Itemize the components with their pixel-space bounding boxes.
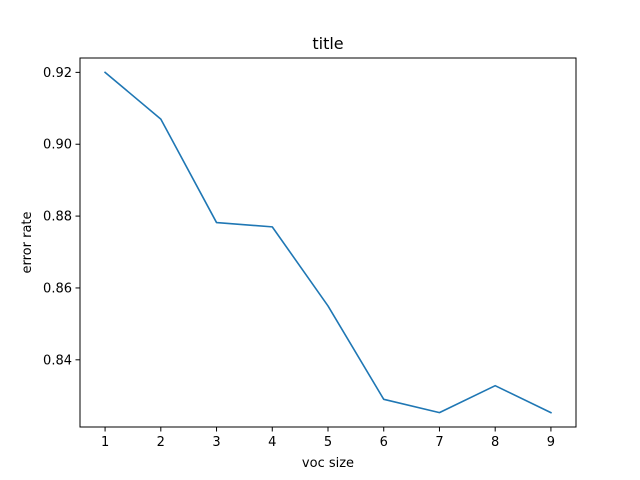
x-tick-label: 5	[324, 435, 332, 450]
x-tick-label: 9	[547, 435, 555, 450]
y-tick-label: 0.92	[43, 66, 72, 81]
x-tick-label: 7	[435, 435, 443, 450]
series-line-0	[103, 71, 552, 414]
y-tick-label: 0.86	[43, 281, 72, 296]
x-tick-label: 3	[212, 435, 220, 450]
y-tick-label: 0.84	[43, 353, 72, 368]
plot-area	[103, 71, 552, 414]
x-tick-label: 6	[380, 435, 388, 450]
x-tick-label: 8	[491, 435, 499, 450]
chart-title: title	[312, 34, 343, 53]
y-axis-label: error rate	[20, 211, 35, 273]
y-tick-label: 0.90	[43, 138, 72, 153]
x-tick-label: 2	[157, 435, 165, 450]
y-tick-label: 0.88	[43, 210, 72, 225]
x-tick-label: 1	[101, 435, 109, 450]
x-axis-label: voc size	[302, 456, 354, 471]
x-tick-label: 4	[268, 435, 276, 450]
